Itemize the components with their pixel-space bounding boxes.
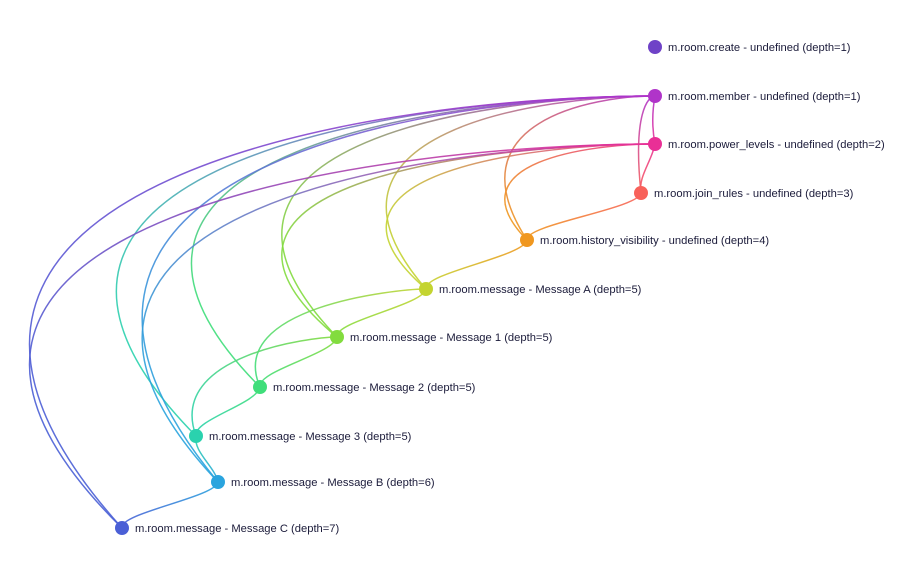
svg-text:m.room.message - Message A (de: m.room.message - Message A (depth=5) bbox=[439, 284, 642, 296]
svg-text:m.room.message - Message 3 (de: m.room.message - Message 3 (depth=5) bbox=[209, 431, 412, 443]
svg-text:m.room.message - Message 1 (de: m.room.message - Message 1 (depth=5) bbox=[350, 332, 553, 344]
svg-text:m.room.power_levels - undefine: m.room.power_levels - undefined (depth=2… bbox=[668, 139, 885, 151]
svg-text:m.room.message - Message C (de: m.room.message - Message C (depth=7) bbox=[135, 523, 340, 535]
svg-text:m.room.member - undefined (dep: m.room.member - undefined (depth=1) bbox=[668, 91, 861, 103]
svg-text:m.room.message - Message B (de: m.room.message - Message B (depth=6) bbox=[231, 477, 435, 489]
svg-text:m.room.message - Message 2 (de: m.room.message - Message 2 (depth=5) bbox=[273, 382, 476, 394]
svg-text:m.room.history_visibility - un: m.room.history_visibility - undefined (d… bbox=[540, 235, 769, 247]
svg-text:m.room.join_rules - undefined: m.room.join_rules - undefined (depth=3) bbox=[654, 188, 854, 200]
svg-text:m.room.create - undefined (dep: m.room.create - undefined (depth=1) bbox=[668, 42, 851, 54]
